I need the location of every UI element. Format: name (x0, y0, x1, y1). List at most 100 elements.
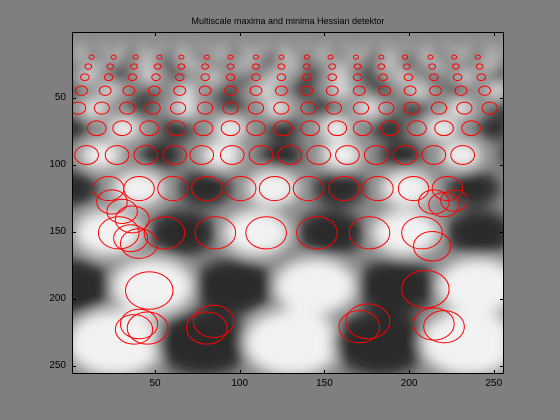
x-tick-label: 250 (485, 378, 503, 389)
blob-circle (110, 54, 117, 60)
y-tick-label: 150 (49, 225, 66, 237)
blob-circle (431, 176, 464, 202)
blob-circle (451, 54, 458, 60)
blob-circle (428, 192, 460, 218)
texture-blob (463, 44, 473, 51)
texture-blob (473, 44, 483, 51)
texture-blob (341, 44, 351, 51)
blob-circle (247, 101, 265, 115)
x-tick-mark (155, 32, 156, 36)
texture-blob (127, 44, 137, 51)
blob-circle (166, 120, 187, 137)
texture-blob (402, 53, 414, 61)
blob-circle (481, 101, 498, 115)
blob-circle (378, 73, 388, 82)
texture-blob (78, 71, 96, 83)
texture-blob (259, 62, 273, 71)
texture-blob (406, 62, 420, 71)
texture-blob (357, 62, 371, 71)
blob-circle (476, 73, 487, 82)
blob-circle (224, 176, 257, 202)
texture-blob (419, 53, 432, 61)
blob-circle (474, 54, 481, 60)
texture-blob (235, 62, 249, 71)
blob-circle (276, 73, 287, 82)
plot-title: Multiscale maxima and minima Hessian det… (191, 16, 385, 26)
blob-circle (296, 216, 338, 250)
texture-blob (454, 53, 466, 61)
texture-blob (284, 62, 298, 71)
blob-circle (174, 73, 185, 82)
blob-circle (226, 63, 235, 70)
x-tick-label: 150 (316, 378, 333, 389)
blob-circle (352, 101, 370, 115)
texture-blob (351, 44, 361, 51)
blob-circle (352, 120, 373, 137)
blob-circle (173, 85, 187, 96)
texture-blob (385, 53, 397, 61)
texture-blob (371, 209, 439, 256)
x-tick-label: 100 (231, 378, 249, 389)
blob-circle (169, 101, 187, 115)
blob-circle (106, 198, 138, 224)
blob-circle (421, 145, 447, 165)
texture-blob (155, 309, 253, 373)
blob-circle (162, 145, 188, 165)
texture-blob (97, 44, 107, 51)
blob-circle (123, 176, 155, 202)
blob-circle (251, 73, 261, 82)
texture-blob (452, 44, 463, 51)
texture-blob (213, 116, 247, 140)
texture-blob (86, 44, 97, 51)
blob-circle (451, 63, 460, 70)
blob-circle (193, 120, 214, 137)
blob-circle (246, 120, 266, 137)
texture-blob (332, 309, 430, 373)
texture-blob (74, 209, 142, 256)
texture-blob (447, 83, 468, 98)
texture-blob (420, 309, 503, 373)
blob-circle (403, 101, 420, 115)
blob-circle (227, 54, 234, 60)
texture-blob (456, 71, 474, 83)
blob-circle (73, 101, 87, 115)
texture-blob (267, 71, 285, 83)
blob-circle (413, 307, 455, 341)
blob-circle (113, 224, 149, 253)
blob-circle (362, 176, 394, 202)
texture-blob (168, 44, 178, 51)
blob-circle (475, 63, 484, 70)
texture-blob (208, 44, 219, 51)
texture-blob (455, 62, 469, 71)
blob-circle (106, 63, 115, 70)
blob-circle (300, 120, 320, 137)
texture-blob (477, 116, 503, 140)
blob-circle (292, 176, 325, 202)
texture-blob (113, 62, 127, 71)
blob-circle (352, 85, 366, 96)
blob-circle (225, 73, 236, 82)
texture-blob (80, 141, 122, 170)
blob-circle (252, 54, 260, 60)
texture-blob (160, 53, 172, 61)
y-tick-mark (500, 298, 504, 300)
blob-circle (397, 176, 430, 202)
texture-blob (493, 44, 503, 51)
texture-blob (111, 258, 194, 315)
plot-axes[interactable] (72, 32, 504, 374)
texture-blob (260, 141, 302, 170)
texture-blob (371, 44, 381, 51)
texture-blob (355, 258, 438, 315)
texture-blob (141, 71, 159, 83)
texture-blob (140, 141, 182, 170)
y-tick-mark (500, 97, 504, 99)
texture-blob (212, 53, 224, 61)
blob-circle (157, 176, 189, 202)
texture-blob (447, 170, 500, 207)
blob-circle (328, 176, 360, 202)
texture-blob (447, 99, 474, 118)
texture-blob (137, 44, 148, 51)
texture-blob (107, 44, 117, 51)
blob-circle (186, 311, 228, 345)
texture-blob (219, 44, 229, 51)
